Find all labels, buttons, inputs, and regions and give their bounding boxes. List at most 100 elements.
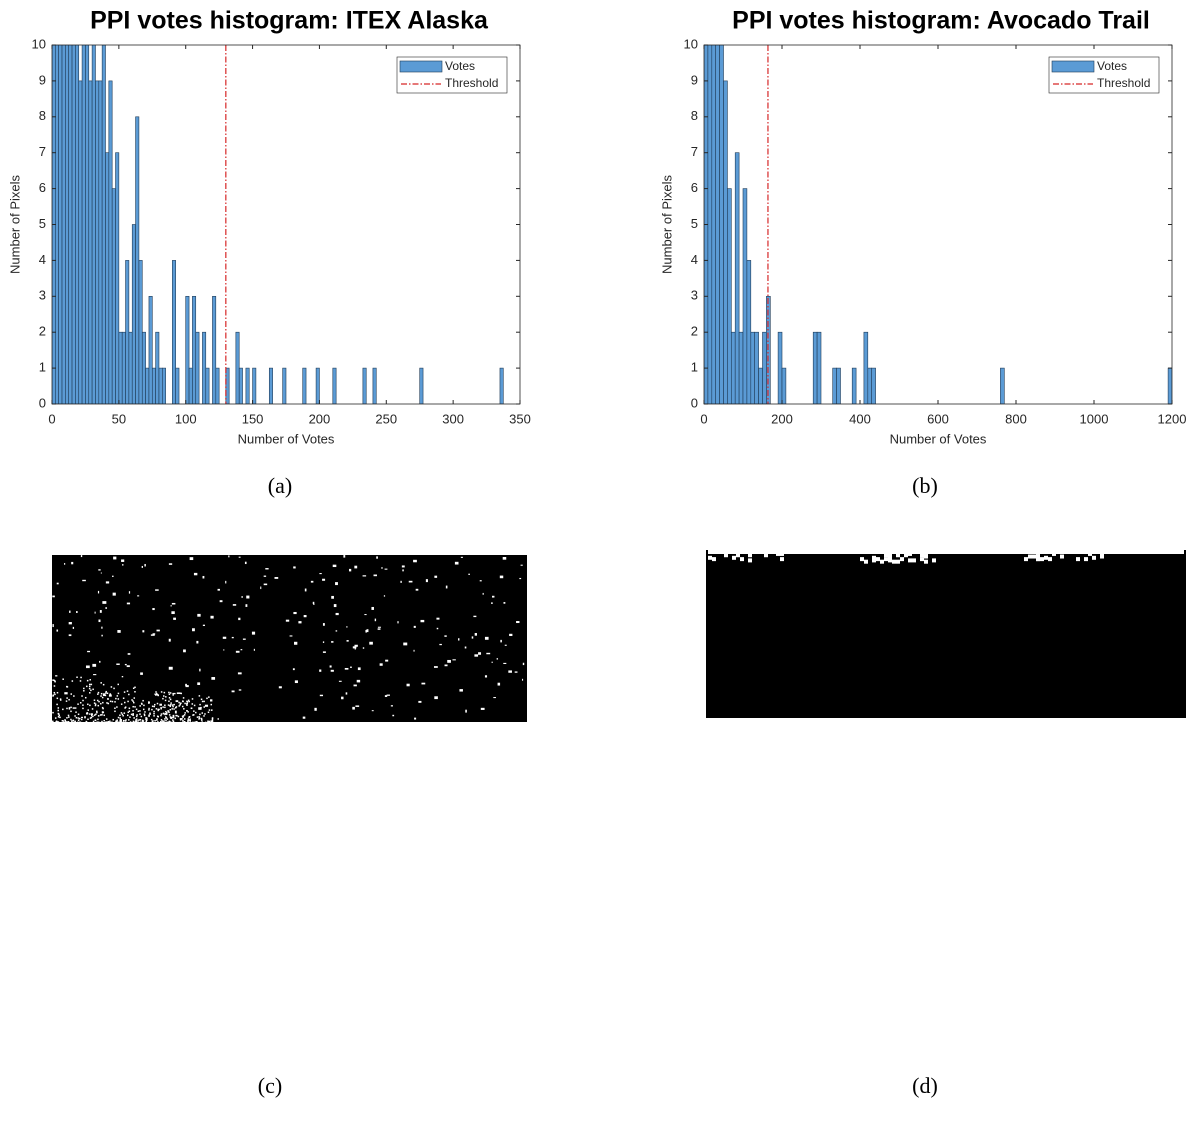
white-pixel (102, 702, 104, 704)
white-pixel (173, 715, 175, 717)
white-pixel (100, 695, 102, 697)
white-pixel (211, 677, 215, 680)
white-pixel (716, 550, 720, 554)
white-pixel (144, 711, 146, 713)
white-pixel (183, 708, 185, 710)
white-pixel (720, 550, 724, 554)
white-pixel (87, 709, 89, 711)
white-pixel (54, 692, 56, 694)
white-pixel (808, 550, 812, 554)
bar (172, 260, 175, 404)
bar (813, 332, 817, 404)
white-pixel (89, 713, 91, 715)
white-pixel (375, 619, 376, 622)
white-pixel (1140, 550, 1144, 554)
white-pixel (103, 720, 105, 722)
white-pixel (416, 589, 419, 591)
white-pixel (125, 664, 127, 665)
white-pixel (71, 562, 73, 564)
white-pixel (168, 712, 170, 714)
white-pixel (776, 550, 780, 554)
white-pixel (355, 647, 356, 650)
white-pixel (182, 720, 184, 722)
white-pixel (172, 603, 176, 605)
white-pixel (233, 604, 236, 606)
white-pixel (139, 722, 141, 724)
white-pixel (260, 587, 261, 590)
y-tick-label: 3 (39, 288, 46, 303)
white-pixel (135, 721, 137, 723)
white-pixel (314, 708, 316, 711)
y-tick-label: 7 (691, 144, 698, 159)
white-pixel (133, 717, 135, 719)
white-pixel (485, 637, 489, 640)
x-tick-label: 0 (700, 411, 707, 426)
white-pixel (880, 550, 884, 554)
white-pixel (86, 686, 88, 688)
white-pixel (447, 660, 451, 663)
white-pixel (137, 595, 139, 596)
white-pixel (172, 706, 174, 708)
bar (82, 9, 85, 404)
white-pixel (1040, 557, 1044, 561)
white-pixel (876, 550, 880, 554)
white-pixel (173, 618, 176, 620)
white-pixel (199, 704, 201, 706)
white-pixel (932, 558, 936, 562)
white-pixel (172, 694, 174, 696)
white-pixel (904, 550, 908, 554)
white-pixel (1024, 550, 1028, 554)
white-pixel (134, 706, 136, 708)
white-pixel (515, 671, 518, 672)
white-pixel (86, 665, 90, 668)
white-pixel (1128, 550, 1132, 554)
white-pixel (76, 717, 78, 719)
bar (129, 332, 132, 404)
white-pixel (162, 698, 164, 700)
y-axis-label: Number of Pixels (659, 175, 674, 274)
white-pixel (170, 704, 172, 706)
bar (763, 332, 767, 404)
white-pixel (175, 707, 177, 709)
white-pixel (165, 700, 167, 702)
white-pixel (1096, 550, 1100, 554)
white-pixel (136, 716, 138, 718)
y-tick-label: 10 (32, 36, 46, 51)
white-pixel (66, 708, 68, 710)
white-pixel (357, 680, 360, 683)
y-tick-label: 1 (691, 360, 698, 375)
white-pixel (157, 716, 159, 718)
white-pixel (872, 550, 876, 554)
white-pixel (208, 696, 210, 698)
white-pixel (92, 708, 94, 710)
white-pixel (78, 717, 80, 719)
white-pixel (1104, 550, 1108, 554)
white-pixel (166, 717, 168, 719)
white-pixel (492, 596, 494, 598)
white-pixel (505, 645, 507, 646)
white-pixel (153, 706, 155, 708)
white-pixel (298, 621, 301, 623)
white-pixel (409, 581, 413, 583)
white-pixel (964, 550, 968, 554)
white-pixel (1020, 550, 1024, 554)
white-pixel (968, 550, 972, 554)
white-pixel (780, 557, 784, 561)
white-pixel (864, 550, 868, 554)
white-pixel (475, 633, 477, 636)
white-pixel (509, 634, 512, 636)
white-pixel (87, 651, 90, 652)
white-pixel (130, 721, 132, 723)
white-pixel (346, 626, 347, 627)
white-pixel (313, 604, 314, 605)
white-pixel (354, 566, 357, 569)
white-pixel (72, 722, 74, 724)
y-tick-label: 8 (691, 108, 698, 123)
white-pixel (194, 573, 197, 575)
white-pixel (79, 718, 81, 720)
white-pixel (89, 705, 91, 707)
white-pixel (151, 719, 153, 721)
white-pixel (246, 596, 249, 599)
white-pixel (165, 696, 167, 698)
white-pixel (201, 721, 203, 723)
